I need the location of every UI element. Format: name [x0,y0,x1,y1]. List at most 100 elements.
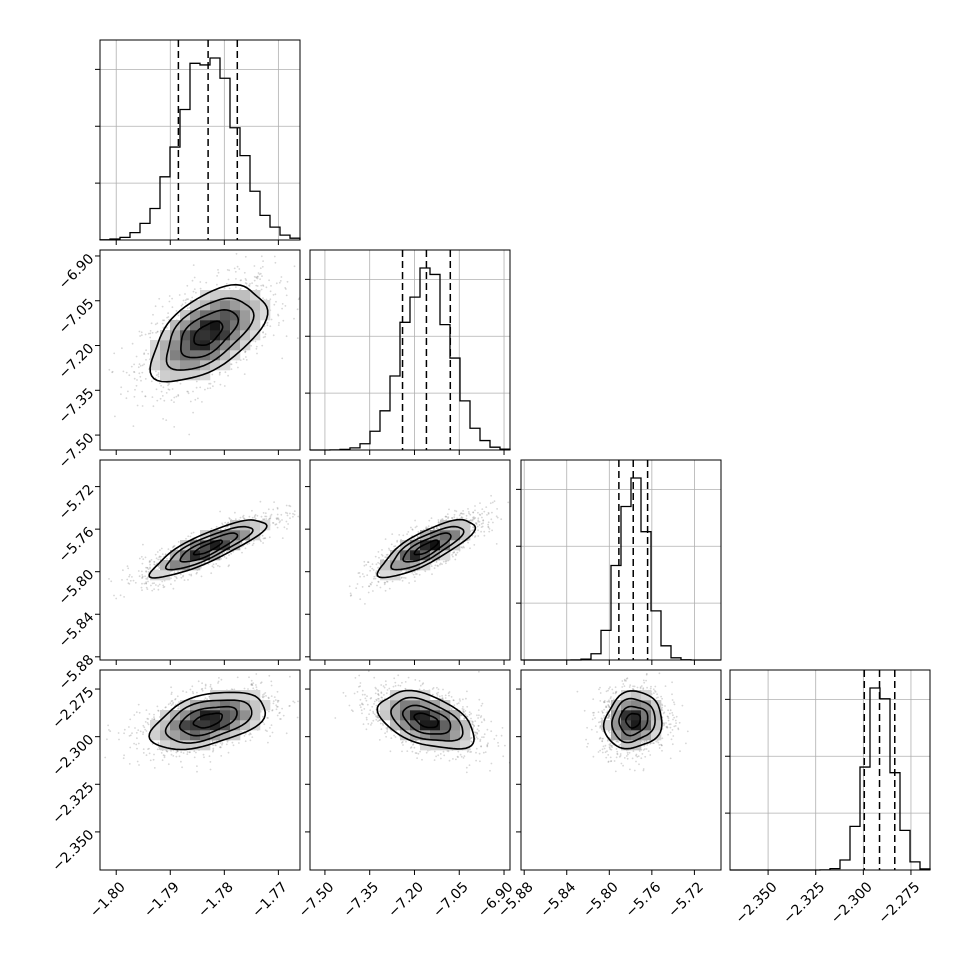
sample-point [363,575,365,578]
sample-point [280,513,283,516]
sample-point [195,386,198,389]
sample-point [412,538,415,541]
sample-point [146,567,149,569]
sample-point [366,574,369,577]
sample-point [244,282,247,284]
sample-point [125,371,128,374]
sample-point [513,522,515,524]
sample-point [131,576,133,578]
sample-point [195,380,198,383]
sample-point [193,756,196,759]
sample-point [217,564,219,567]
sample-point [138,330,141,333]
sample-point [281,307,283,310]
contour-level-1 [179,532,239,563]
sample-point [251,509,253,512]
sample-point [141,371,144,374]
sample-point [240,542,243,545]
sample-point [199,386,202,389]
sample-point [243,271,246,274]
sample-point [98,607,100,609]
density-cell [220,290,231,301]
density-cell [200,550,211,561]
sample-point [418,573,421,576]
sample-point [187,579,189,581]
sample-point [192,264,195,266]
density-cell [210,350,221,361]
sample-point [193,288,196,290]
sample-point [373,575,376,578]
sample-point [201,689,204,692]
histogram-frame [520,459,722,661]
sample-point [212,744,215,747]
sample-point [265,298,268,301]
sample-point [244,278,247,280]
sample-point [185,537,187,540]
sample-point [213,380,216,383]
sample-point [467,541,469,544]
sample-point [228,554,230,556]
sample-point [184,301,187,304]
sample-point [179,573,182,576]
sample-point [242,517,245,519]
sample-point [472,511,475,514]
sample-point [186,284,189,287]
sample-point [178,294,181,296]
sample-point [248,515,251,518]
sample-point [374,577,377,580]
sample-point [161,553,164,555]
sample-point [358,572,361,574]
sample-point [145,730,148,732]
sample-point [212,563,215,566]
sample-point [146,588,149,590]
sample-point [156,331,159,333]
sample-point [147,352,150,355]
sample-point [262,331,264,333]
sample-point [221,523,224,526]
sample-point [181,303,184,306]
sample-point [264,512,267,515]
sample-point [237,366,239,369]
sample-point [144,721,147,723]
sample-point [276,517,279,519]
sample-point [149,566,151,569]
density-cell [210,530,221,541]
sample-point [171,306,174,309]
sample-point [177,541,180,543]
density-cell [190,340,201,351]
sample-point [183,579,186,581]
sample-point [260,540,262,543]
sample-point [472,526,474,529]
density-cell [190,360,201,371]
sample-point [471,519,474,522]
sample-point [448,508,450,511]
sample-point [477,517,480,520]
sample-point [199,281,202,283]
sample-point [411,528,414,531]
sample-point [263,695,265,698]
sample-point [219,371,221,374]
sample-point [279,520,281,522]
density-cell [220,330,231,341]
sample-point [275,523,278,526]
sample-point [145,586,148,589]
sample-point [369,582,372,585]
sample-point [218,372,221,374]
sample-point [233,267,236,270]
sample-point [156,705,159,708]
sample-point [145,582,148,585]
density-cell [190,320,201,331]
sample-point [162,319,164,322]
density-cell [380,560,391,571]
sample-point [228,517,231,519]
sample-point [149,336,152,339]
density-cell [190,370,201,381]
sample-point [240,279,243,282]
sample-point [277,324,280,326]
sample-point [189,688,192,691]
sample-point [261,275,263,277]
sample-point [191,279,194,282]
density-cell [180,330,191,341]
density-cell [170,320,181,331]
sample-point [227,565,230,568]
